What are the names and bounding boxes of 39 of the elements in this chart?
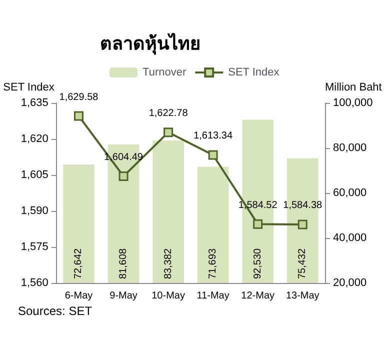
y-tick-label: 1,575 xyxy=(20,241,48,253)
point xyxy=(74,111,84,121)
x-tick-label: 9-May xyxy=(110,290,138,302)
data-label: 71,693 xyxy=(208,248,219,279)
y-axis-title: SET Index xyxy=(3,82,55,94)
y-tick-label: 1,635 xyxy=(20,97,48,109)
legend-label: SET Index xyxy=(228,66,280,78)
y-tick-label: 1,620 xyxy=(20,133,48,145)
data-label: 81,608 xyxy=(118,248,130,279)
y2-tick-label: 80,000 xyxy=(333,142,367,154)
y2-tick-label: 40,000 xyxy=(333,232,367,244)
source-note: Sources: SET xyxy=(18,304,93,318)
x-tick-label: 6-May xyxy=(64,290,93,302)
y2-tick-label: 100,000 xyxy=(333,97,373,109)
data-label: 1,629.58 xyxy=(59,92,99,103)
y2-tick-label: 20,000 xyxy=(333,277,367,289)
y-tick-label: 1,605 xyxy=(20,169,48,181)
point xyxy=(208,150,218,160)
point xyxy=(298,220,308,230)
data-label: 72,642 xyxy=(73,248,84,279)
y-tick-label: 1,560 xyxy=(20,277,48,289)
point xyxy=(118,171,128,181)
x-tick-label: 12-May xyxy=(241,290,275,302)
y-tick-label: 1,590 xyxy=(20,205,48,217)
y2-axis-title: Million Baht xyxy=(325,82,382,94)
point xyxy=(164,128,174,138)
data-label: 92,530 xyxy=(252,248,264,279)
legend-label: Turnover xyxy=(142,66,186,78)
point xyxy=(253,219,263,229)
data-label: 1,613.34 xyxy=(194,130,233,142)
x-tick-label: 10-May xyxy=(152,290,185,302)
data-label: 83,382 xyxy=(162,248,174,279)
data-label: 1,622.78 xyxy=(148,108,188,120)
x-tick-label: 11-May xyxy=(196,290,230,302)
data-label: 1,584.38 xyxy=(283,200,323,212)
x-tick-label: 13-May xyxy=(286,290,320,302)
data-label: 75,432 xyxy=(297,248,308,279)
y2-tick-label: 60,000 xyxy=(333,187,367,199)
chart-title: ตลาดหุ้นไทย xyxy=(100,32,201,56)
